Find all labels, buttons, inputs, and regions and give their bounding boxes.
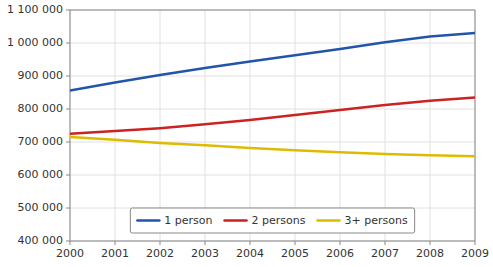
y-tick-label: 1 100 000: [7, 3, 63, 16]
y-tick-label: 900 000: [18, 69, 64, 82]
x-tick: [160, 241, 161, 245]
x-tick: [430, 241, 431, 245]
series-group: [70, 33, 475, 156]
grid-line-x: [205, 10, 206, 241]
legend: 1 person 2 persons 3+ persons: [130, 208, 414, 233]
x-axis: 2000 2001 2002 2003 2004 2005 2006 2007 2008 2009: [56, 241, 489, 260]
x-tick: [115, 241, 116, 245]
y-tick-label: 800 000: [18, 102, 64, 115]
y-tick-label: 700 000: [18, 135, 64, 148]
y-tick-label: 400 000: [18, 234, 64, 247]
legend-label: 1 person: [164, 214, 212, 227]
x-tick: [295, 241, 296, 245]
y-tick-label: 600 000: [18, 168, 64, 181]
grid-line-x: [250, 10, 251, 241]
legend-swatch: [137, 219, 159, 222]
y-tick: [66, 10, 70, 11]
legend-label: 2 persons: [252, 214, 306, 227]
x-tick: [385, 241, 386, 245]
y-tick: [66, 175, 70, 176]
x-tick-label: 2000: [56, 247, 84, 260]
grid-line-y: [70, 43, 475, 44]
y-tick: [66, 241, 70, 242]
x-tick-label: 2002: [146, 247, 174, 260]
series-line: [70, 137, 475, 156]
y-tick: [66, 109, 70, 110]
legend-frame: [130, 208, 414, 233]
x-tick-label: 2006: [326, 247, 354, 260]
x-tick: [250, 241, 251, 245]
series-line: [70, 33, 475, 90]
x-tick-label: 2004: [236, 247, 264, 260]
y-tick-label: 1 000 000: [7, 36, 63, 49]
x-tick: [205, 241, 206, 245]
grid-line-y: [70, 76, 475, 77]
grid-line-x: [115, 10, 116, 241]
grid-line-x: [430, 10, 431, 241]
legend-swatch: [317, 219, 339, 222]
legend-swatch: [225, 219, 247, 222]
grid-line-x: [340, 10, 341, 241]
x-tick-label: 2001: [101, 247, 129, 260]
y-tick: [66, 142, 70, 143]
y-tick: [66, 76, 70, 77]
x-tick-label: 2005: [281, 247, 309, 260]
series-line: [70, 97, 475, 133]
grid-line-x: [385, 10, 386, 241]
legend-label: 3+ persons: [344, 214, 407, 227]
grid: [70, 10, 475, 241]
y-axis: 400 000 500 000 600 000 700 000 800 000 900 0…: [7, 3, 70, 247]
legend-item: 2 persons: [225, 214, 306, 227]
x-tick-label: 2003: [191, 247, 219, 260]
grid-line-x: [295, 10, 296, 241]
plot-frame: [70, 10, 475, 241]
y-tick: [66, 43, 70, 44]
x-tick-label: 2008: [416, 247, 444, 260]
x-tick-label: 2009: [461, 247, 489, 260]
x-tick: [340, 241, 341, 245]
legend-item: 3+ persons: [317, 214, 407, 227]
grid-line-y: [70, 109, 475, 110]
grid-line-x: [160, 10, 161, 241]
grid-line-y: [70, 175, 475, 176]
x-tick-label: 2007: [371, 247, 399, 260]
chart: 400 000 500 000 600 000 700 000 800 000 900 0…: [0, 0, 493, 267]
y-tick-label: 500 000: [18, 201, 64, 214]
x-tick: [70, 241, 71, 245]
y-tick: [66, 208, 70, 209]
legend-item: 1 person: [137, 214, 212, 227]
x-tick: [475, 241, 476, 245]
